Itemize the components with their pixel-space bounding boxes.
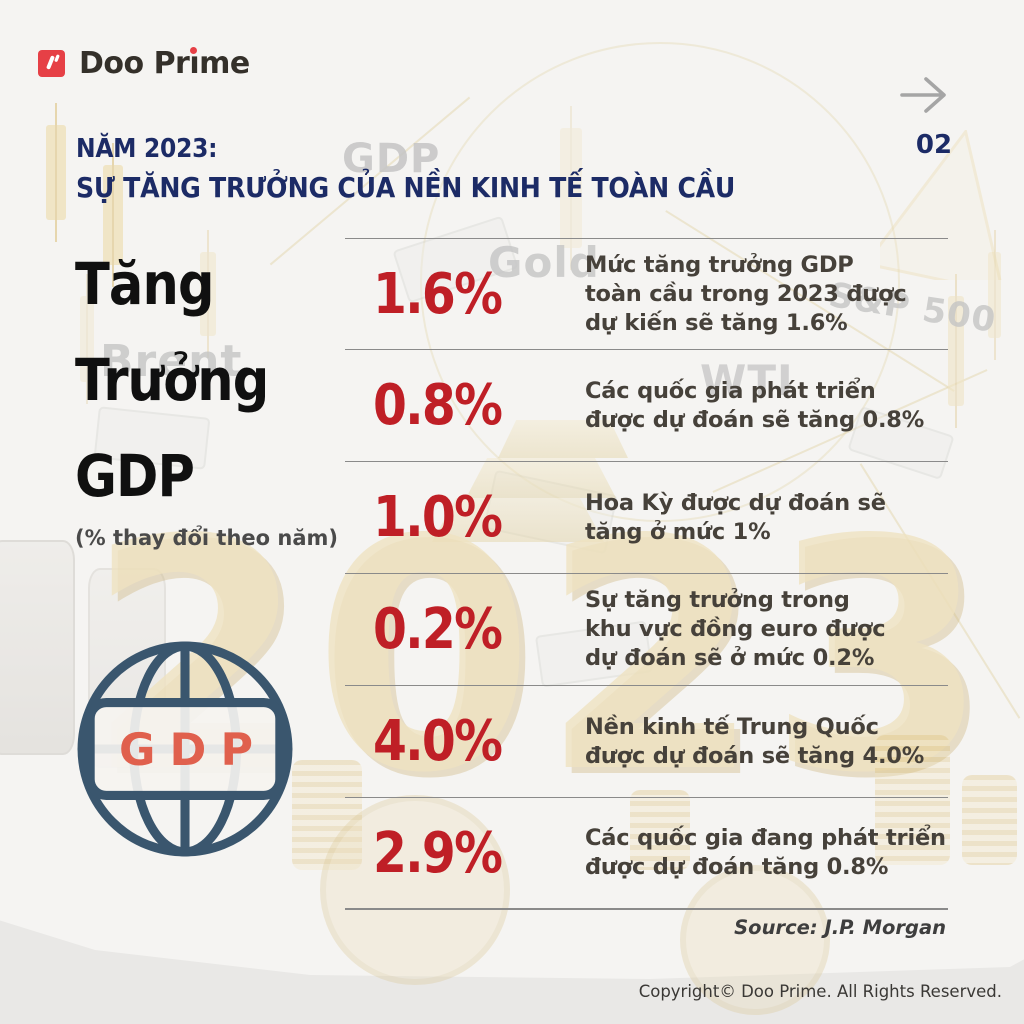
page-number: 02: [915, 130, 953, 160]
title-line2: SỰ TĂNG TRƯỞNG CỦA NỀN KINH TẾ TOÀN CẦU: [76, 171, 736, 204]
background-gold-bar: [466, 458, 616, 498]
stat-description: Các quốc gia phát triển được dự đoán sẽ …: [585, 377, 925, 433]
source-attribution: Source: J.P. Morgan: [734, 916, 946, 939]
background-candlestick: [948, 296, 964, 406]
left-heading: Tăng Trưởng GDP: [75, 250, 269, 510]
left-subtitle: (% thay đổi theo năm): [75, 526, 339, 550]
bottom-divider: [345, 908, 948, 910]
background-ticker-gold: Gold: [488, 238, 600, 287]
background-candlestick: [46, 125, 66, 220]
stat-description: Mức tăng trưởng GDP toàn cầu trong 2023 …: [585, 251, 907, 336]
background-gold-bar: [432, 498, 604, 542]
stat-value: 1.6%: [373, 261, 503, 327]
title-line1: NĂM 2023:: [76, 134, 218, 164]
stat-value: 4.0%: [373, 709, 503, 774]
background-candlestick: [80, 296, 94, 382]
background-candlestick: [560, 128, 582, 248]
stat-value: 0.8%: [373, 373, 503, 438]
background-coin-stack: [630, 790, 690, 870]
background-up-arrow: [880, 130, 1005, 280]
gdp-globe-icon: GDP: [77, 641, 293, 857]
copyright-text: Copyright© Doo Prime. All Rights Reserve…: [638, 982, 1002, 1001]
background-candlestick: [103, 165, 123, 265]
stat-row: 0.2% Sự tăng trưởng trong khu vực đồng e…: [345, 573, 948, 685]
background-coin-stack: [875, 735, 950, 865]
background-oil-barrel: [0, 540, 75, 755]
background-ticker-wti: WTI: [700, 356, 794, 405]
stat-value: 1.0%: [373, 485, 503, 550]
background-ticker-gdp: GDP: [342, 136, 441, 182]
stat-row: 0.8% Các quốc gia phát triển được dự đoá…: [345, 349, 948, 461]
stat-value: 2.9%: [373, 820, 503, 886]
page-title: NĂM 2023: SỰ TĂNG TRƯỞNG CỦA NỀN KINH TẾ…: [76, 134, 735, 204]
stat-description: Các quốc gia đang phát triển được dự đoá…: [585, 825, 946, 880]
doo-prime-logo-icon: [38, 50, 65, 77]
stat-row: 1.6% Mức tăng trưởng GDP toàn cầu trong …: [345, 238, 948, 349]
stat-row: 2.9% Các quốc gia đang phát triển được d…: [345, 797, 948, 908]
arrow-right-icon[interactable]: [898, 72, 950, 118]
doo-prime-logo: Doo Prıme: [38, 46, 250, 81]
stat-row: 1.0% Hoa Kỳ được dự đoán sẽ tăng ở mức 1…: [345, 461, 948, 573]
stat-description: Sự tăng trưởng trong khu vực đồng euro đ…: [585, 587, 886, 671]
stat-value: 0.2%: [373, 597, 503, 662]
stat-description: Nền kinh tế Trung Quốc được dự đoán sẽ t…: [585, 713, 925, 769]
background-coin-stack: [962, 775, 1017, 865]
background-coin: [320, 795, 510, 985]
background-candlestick: [200, 252, 216, 336]
gdp-globe-label: GDP: [119, 725, 267, 776]
background-gold-bar: [498, 420, 628, 458]
stat-description: Hoa Kỳ được dự đoán sẽ tăng ở mức 1%: [585, 489, 886, 545]
background-candlestick: [988, 252, 1001, 338]
doo-prime-wordmark: Doo Prıme: [79, 46, 250, 81]
background-coin: [680, 865, 830, 1015]
stat-row: 4.0% Nền kinh tế Trung Quốc được dự đoán…: [345, 685, 948, 797]
background-globe-circle: [420, 42, 900, 522]
background-ticker-brent: Brent: [100, 336, 243, 387]
